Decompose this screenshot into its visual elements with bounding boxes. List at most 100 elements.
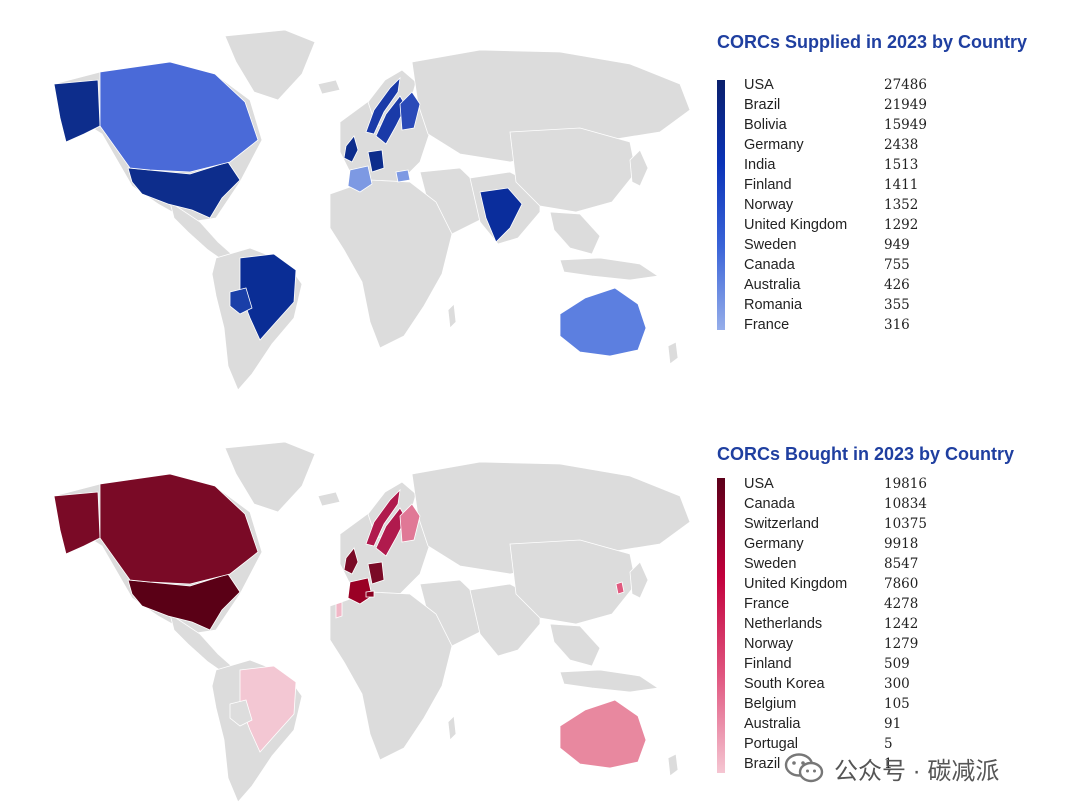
country-uk: [343, 547, 359, 575]
legend-country: South Korea: [744, 676, 825, 692]
legend-value: 949: [884, 237, 910, 253]
legend-value: 91: [884, 716, 902, 732]
country-germany: [367, 561, 385, 585]
legend-row-brazil: Brazil 1: [744, 756, 994, 776]
country-germany: [367, 149, 385, 173]
legend-country: Norway: [744, 197, 794, 213]
legend-row-france: France 316: [744, 317, 994, 337]
legend-value: 316: [884, 317, 910, 333]
country-australia: [559, 287, 647, 357]
legend-row-portugal: Portugal 5: [744, 736, 994, 756]
land-africa: [329, 591, 453, 761]
supplied-legend-color-bar: [717, 80, 725, 330]
legend-row-netherlands: Netherlands 1242: [744, 616, 994, 636]
land-russia: [411, 461, 691, 575]
legend-country: Germany: [744, 536, 804, 552]
legend-country: Australia: [744, 277, 801, 293]
legend-row-brazil: Brazil 21949: [744, 97, 994, 117]
country-alaska: [53, 491, 101, 555]
country-bolivia: [229, 287, 253, 315]
legend-value: 1411: [884, 177, 919, 193]
country-australia: [559, 699, 647, 769]
supplied-panel: CORCs Supplied in 2023 by Country USA 274…: [0, 0, 1080, 400]
legend-value: 10375: [884, 516, 927, 532]
legend-value: 10834: [884, 496, 927, 512]
country-uk: [343, 135, 359, 163]
legend-value: 2438: [884, 137, 919, 153]
legend-row-france: France 4278: [744, 596, 994, 616]
legend-row-south-korea: South Korea 300: [744, 676, 994, 696]
legend-value: 426: [884, 277, 910, 293]
legend-value: 300: [884, 676, 910, 692]
legend-row-switzerland: Switzerland 10375: [744, 516, 994, 536]
legend-country: India: [744, 157, 776, 173]
land-indonesia: [559, 669, 660, 693]
supplied-legend-table: USA 27486 Brazil 21949 Bolivia 15949 Germany 24…: [744, 77, 994, 337]
country-canada: [99, 61, 259, 173]
country-southkorea: [615, 581, 625, 595]
legend-value: 1: [884, 756, 893, 772]
legend-row-sweden: Sweden 8547: [744, 556, 994, 576]
land-southeast-asia: [549, 623, 601, 667]
legend-value: 5: [884, 736, 893, 752]
legend-row-united-kingdom: United Kingdom 7860: [744, 576, 994, 596]
legend-value: 27486: [884, 77, 927, 93]
legend-value: 7860: [884, 576, 919, 592]
land-madagascar: [447, 303, 457, 329]
country-finland: [399, 91, 421, 131]
legend-value: 19816: [884, 476, 927, 492]
legend-country: France: [744, 596, 790, 612]
land-new-zealand: [667, 753, 679, 777]
legend-value: 1352: [884, 197, 919, 213]
land-indonesia: [559, 257, 660, 281]
legend-country: Australia: [744, 716, 801, 732]
legend-country: Sweden: [744, 556, 797, 572]
legend-row-canada: Canada 755: [744, 257, 994, 277]
land-russia: [411, 49, 691, 163]
legend-value: 755: [884, 257, 910, 273]
supplied-world-map: [53, 29, 691, 391]
legend-country: Finland: [744, 656, 792, 672]
land-southeast-asia: [549, 211, 601, 255]
legend-country: Switzerland: [744, 516, 819, 532]
legend-country: France: [744, 317, 790, 333]
legend-country: Germany: [744, 137, 804, 153]
land-iceland: [317, 79, 341, 95]
legend-row-bolivia: Bolivia 15949: [744, 117, 994, 137]
legend-value: 355: [884, 297, 910, 313]
legend-country: Canada: [744, 257, 795, 273]
legend-row-germany: Germany 2438: [744, 137, 994, 157]
legend-country: Romania: [744, 297, 803, 313]
watermark-text: 公众号 · 碳减派: [834, 757, 1000, 785]
legend-row-australia: Australia 426: [744, 277, 994, 297]
land-greenland: [224, 29, 316, 101]
legend-country: United Kingdom: [744, 576, 848, 592]
legend-value: 105: [884, 696, 910, 712]
legend-country: Sweden: [744, 237, 797, 253]
watermark: 公众号 · 碳减派: [784, 748, 999, 788]
legend-country: USA: [744, 77, 774, 93]
wechat-icon: [784, 753, 824, 783]
legend-row-united-kingdom: United Kingdom 1292: [744, 217, 994, 237]
legend-value: 1279: [884, 636, 919, 652]
country-france: [347, 577, 373, 605]
legend-country: Netherlands: [744, 616, 823, 632]
legend-country: Brazil: [744, 756, 781, 772]
legend-value: 15949: [884, 117, 927, 133]
country-france: [347, 165, 373, 193]
country-bolivia: [229, 699, 253, 727]
legend-country: Canada: [744, 496, 795, 512]
legend-country: Belgium: [744, 696, 797, 712]
bought-legend-color-bar: [717, 478, 725, 773]
bought-title: CORCs Bought in 2023 by Country: [717, 444, 1015, 464]
legend-value: 9918: [884, 536, 919, 552]
legend-country: Brazil: [744, 97, 781, 113]
legend-row-finland: Finland 509: [744, 656, 994, 676]
country-portugal: [335, 601, 343, 619]
land-new-zealand: [667, 341, 679, 365]
bought-world-map: [53, 441, 691, 803]
legend-country: Norway: [744, 636, 794, 652]
land-africa: [329, 179, 453, 349]
legend-row-australia: Australia 91: [744, 716, 994, 736]
land-china-east-asia: [509, 539, 637, 625]
